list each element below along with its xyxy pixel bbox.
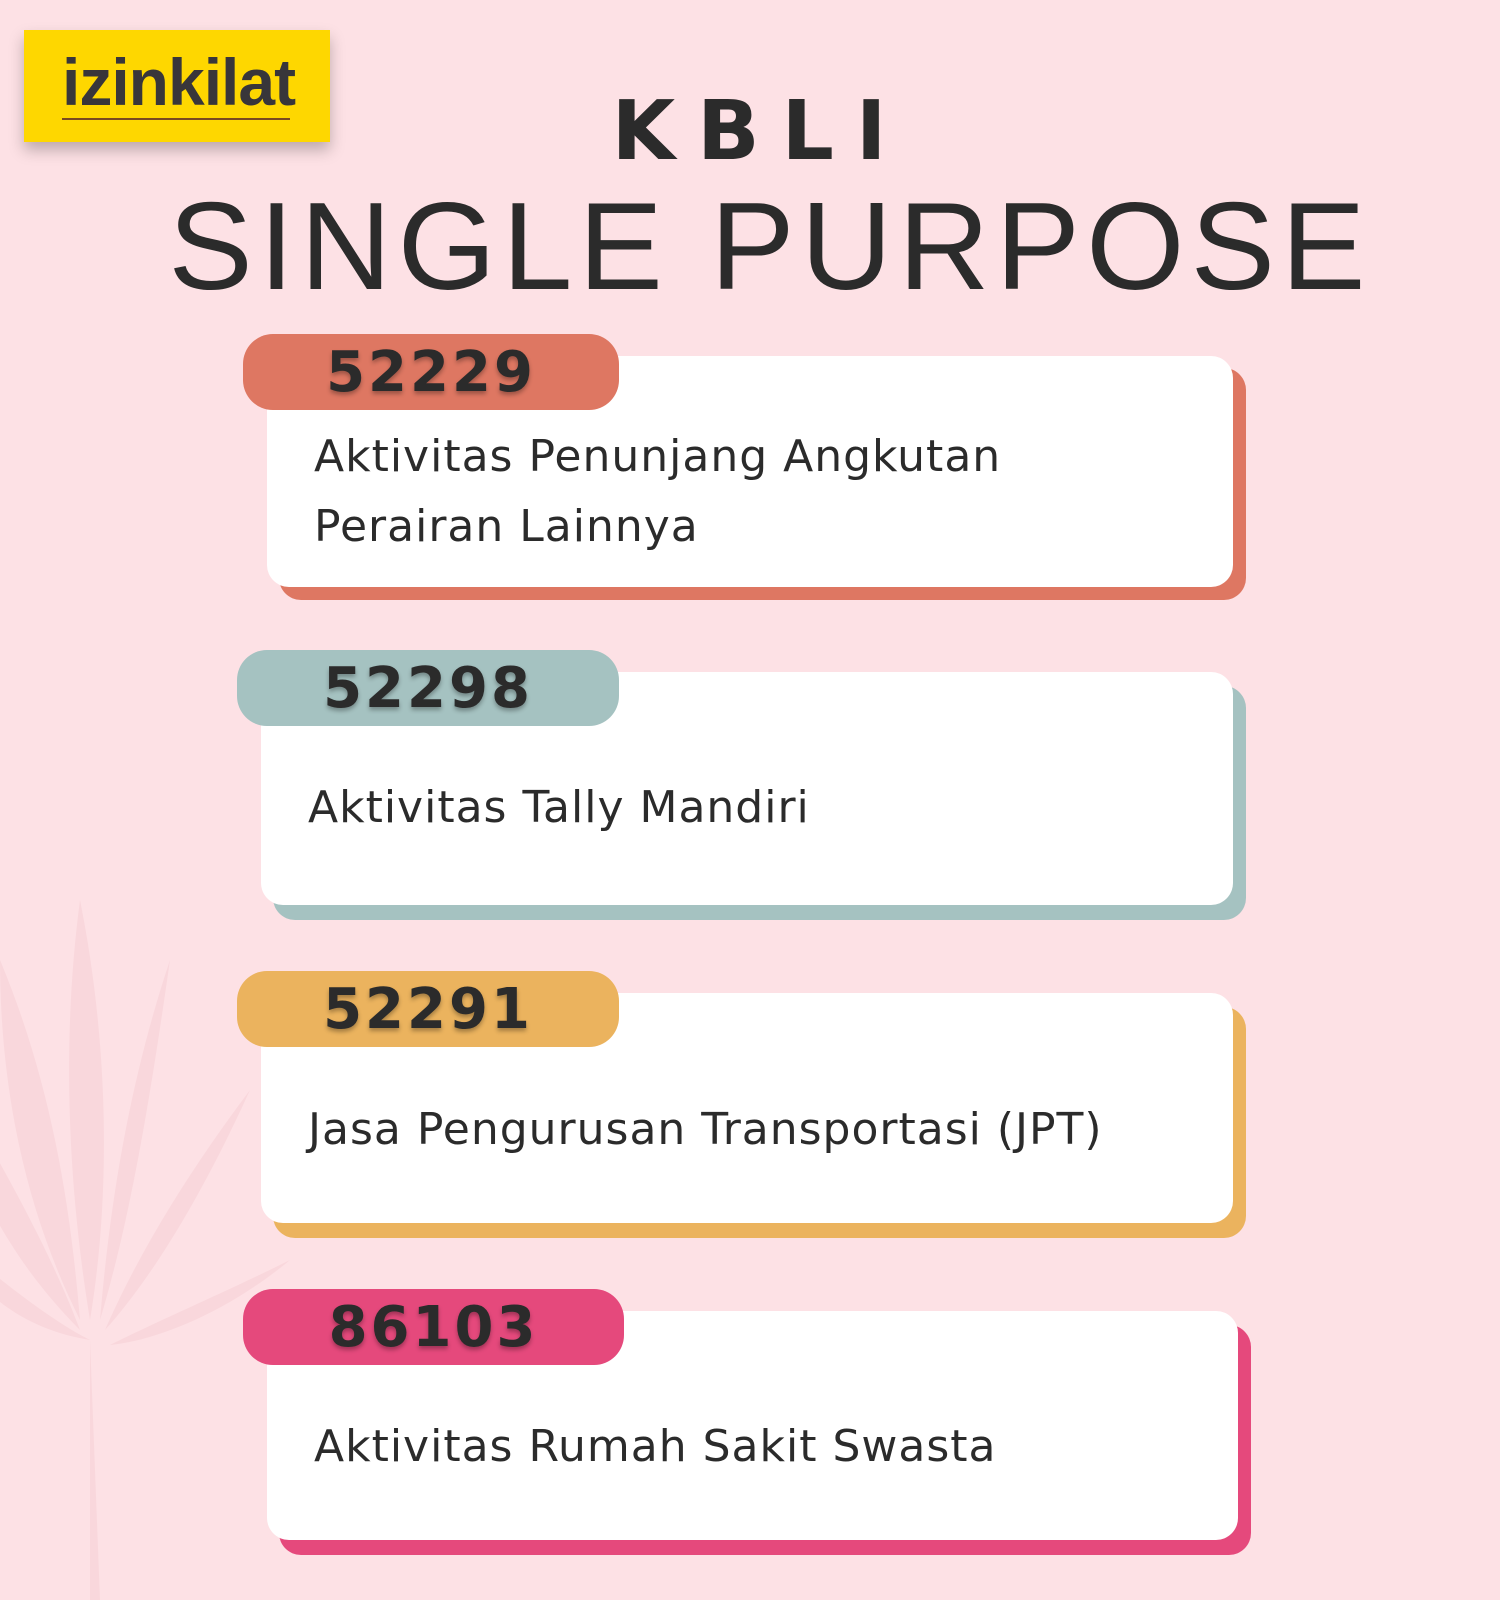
logo-text: izinkilat xyxy=(62,45,296,119)
logo-underline xyxy=(62,118,290,120)
code-badge: 86103 xyxy=(243,1289,624,1365)
kbli-description: Aktivitas Tally Mandiri xyxy=(308,782,810,833)
kbli-description: Aktivitas Rumah Sakit Swasta xyxy=(314,1421,997,1472)
kbli-description: Jasa Pengurusan Transportasi (JPT) xyxy=(308,1104,1103,1155)
kbli-code: 52291 xyxy=(323,977,533,1042)
kbli-description: Aktivitas Penunjang Angkutan Perairan La… xyxy=(314,431,1002,552)
kbli-code: 52229 xyxy=(326,340,536,405)
kbli-code: 86103 xyxy=(328,1295,539,1360)
palm-leaf-decoration xyxy=(0,900,290,1600)
izinkilat-logo: izinkilat xyxy=(24,30,330,142)
kbli-code: 52298 xyxy=(323,656,533,721)
title-single-purpose: SINGLE PURPOSE xyxy=(168,178,1372,316)
title-kbli: KBLI xyxy=(611,84,909,179)
code-badge: 52291 xyxy=(237,971,619,1047)
code-badge: 52298 xyxy=(237,650,619,726)
code-badge: 52229 xyxy=(243,334,619,410)
